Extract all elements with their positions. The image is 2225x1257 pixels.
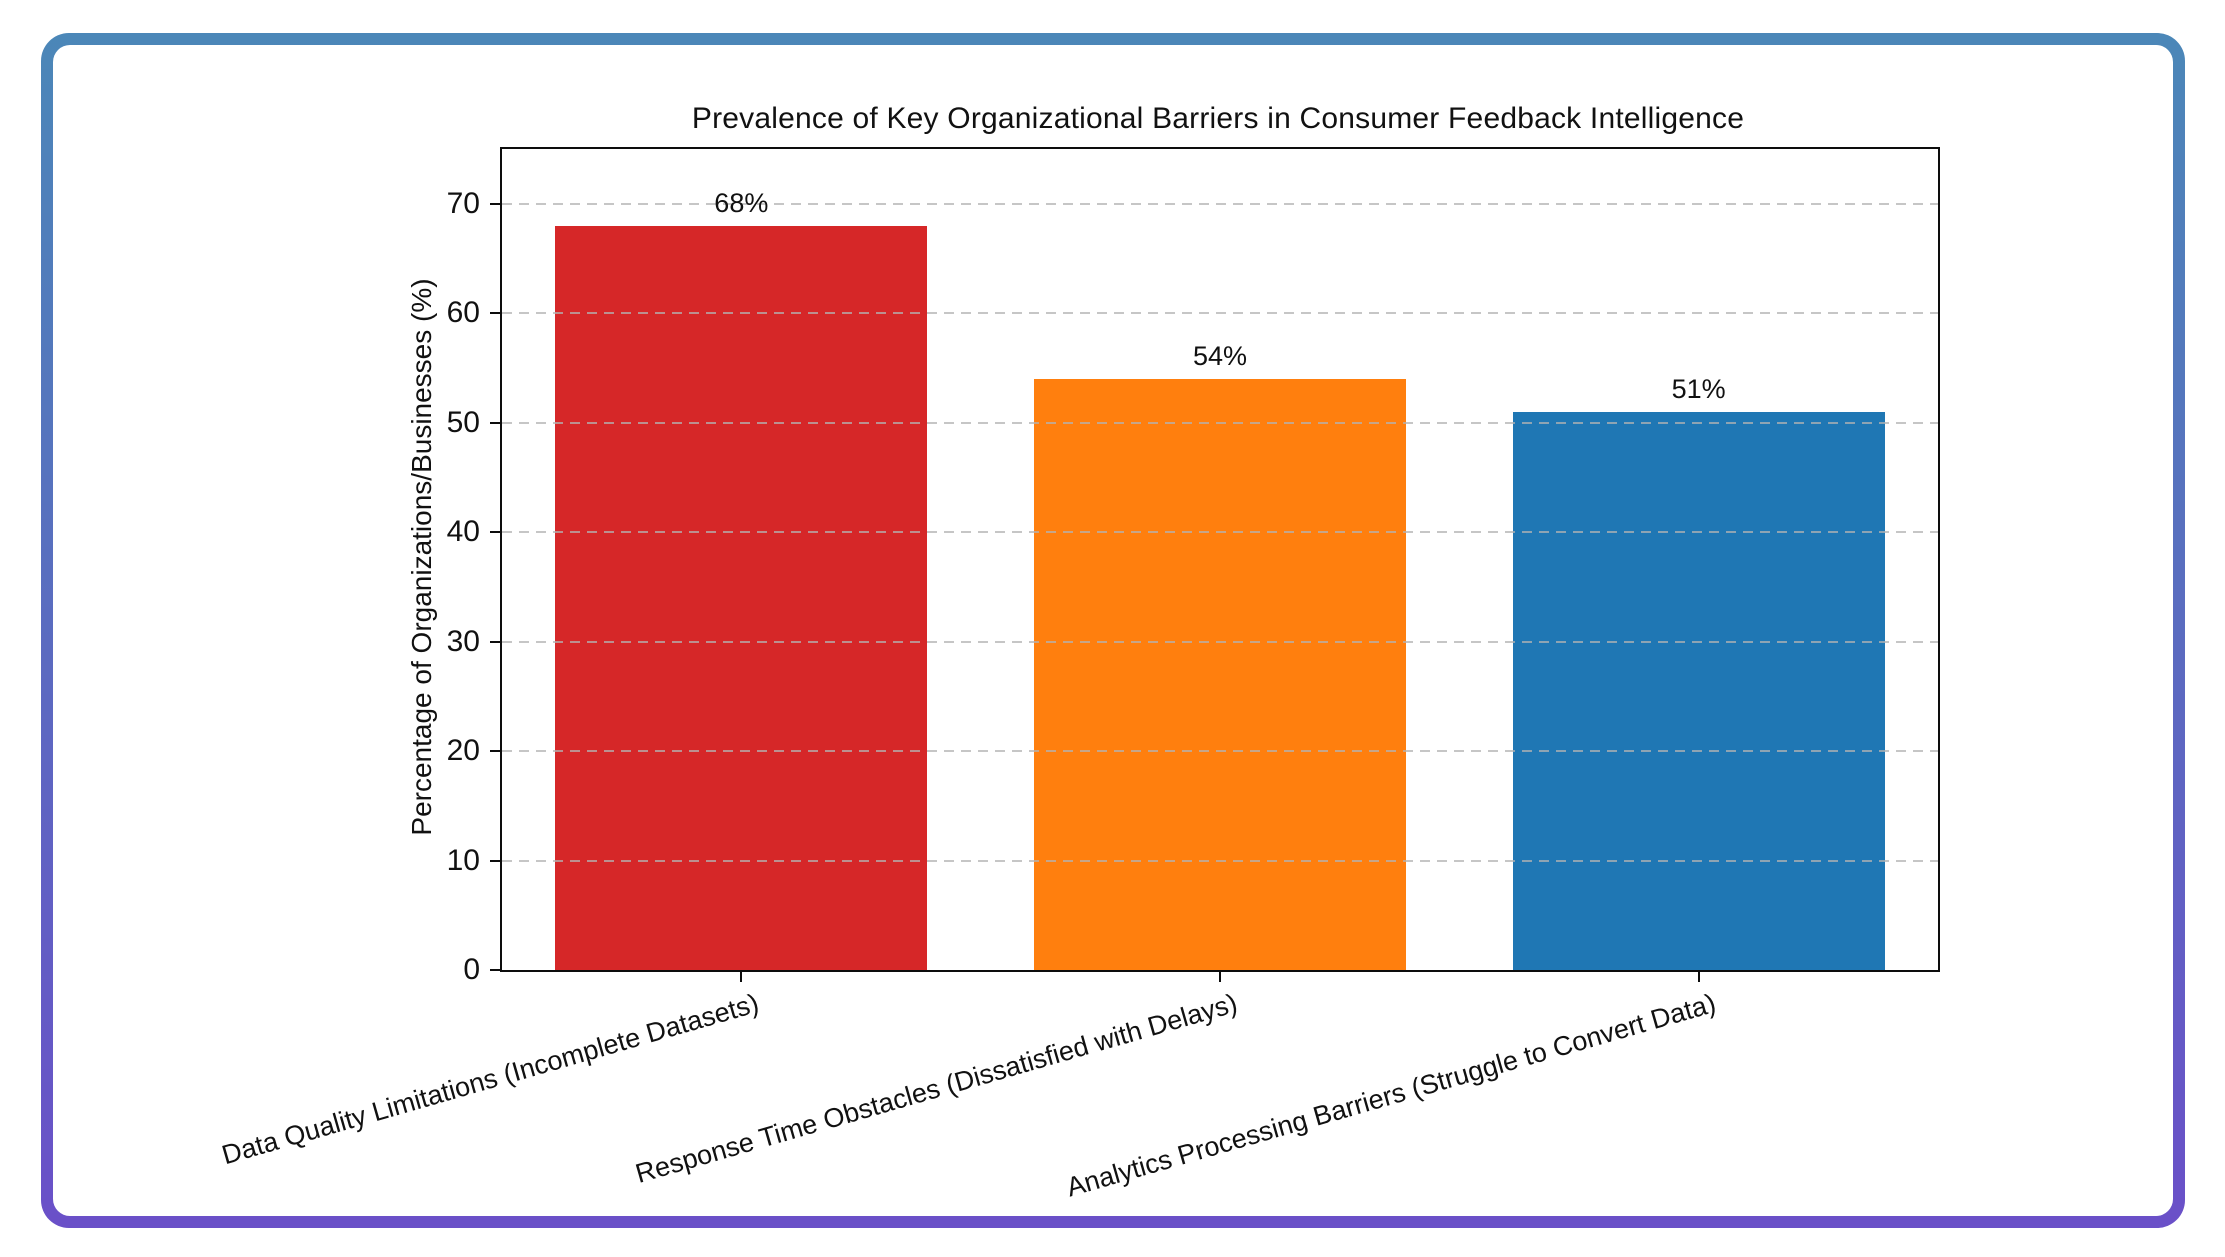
- y-tick-mark: [490, 859, 500, 862]
- chart-title: Prevalence of Key Organizational Barrier…: [691, 102, 1745, 135]
- y-tick-label: 0: [463, 953, 480, 986]
- x-tick-mark: [1697, 972, 1700, 982]
- y-tick-label: 10: [446, 843, 480, 877]
- bar: [555, 225, 928, 970]
- y-tick-mark: [490, 750, 500, 753]
- y-tick-mark: [490, 202, 500, 205]
- y-tick-label: 20: [446, 734, 480, 768]
- x-tick-mark: [740, 972, 743, 982]
- x-tick-mark: [1219, 972, 1221, 982]
- y-tick-label: 60: [446, 296, 480, 330]
- y-axis-label: Percentage of Organizations/Businesses (…: [406, 278, 437, 836]
- y-tick-label: 50: [446, 405, 480, 439]
- y-tick-label: 70: [446, 186, 480, 220]
- y-tick-label: 30: [446, 624, 480, 658]
- y-tick-mark: [490, 969, 500, 971]
- bar: [1034, 378, 1406, 970]
- y-tick-label: 40: [446, 515, 480, 549]
- y-tick-mark: [490, 531, 500, 534]
- bar-value-label: 51%: [1671, 373, 1726, 404]
- y-tick-mark: [490, 421, 500, 424]
- y-tick-mark: [490, 640, 500, 643]
- plot-area: 0 10 20 30 40 50 60 70 68% Data Quality Limitatio…: [218, 147, 1940, 1203]
- bar-value-label: 54%: [1192, 340, 1248, 371]
- y-tick-mark: [490, 312, 500, 315]
- bar: [1512, 411, 1885, 970]
- bar-value-label: 68%: [714, 187, 769, 218]
